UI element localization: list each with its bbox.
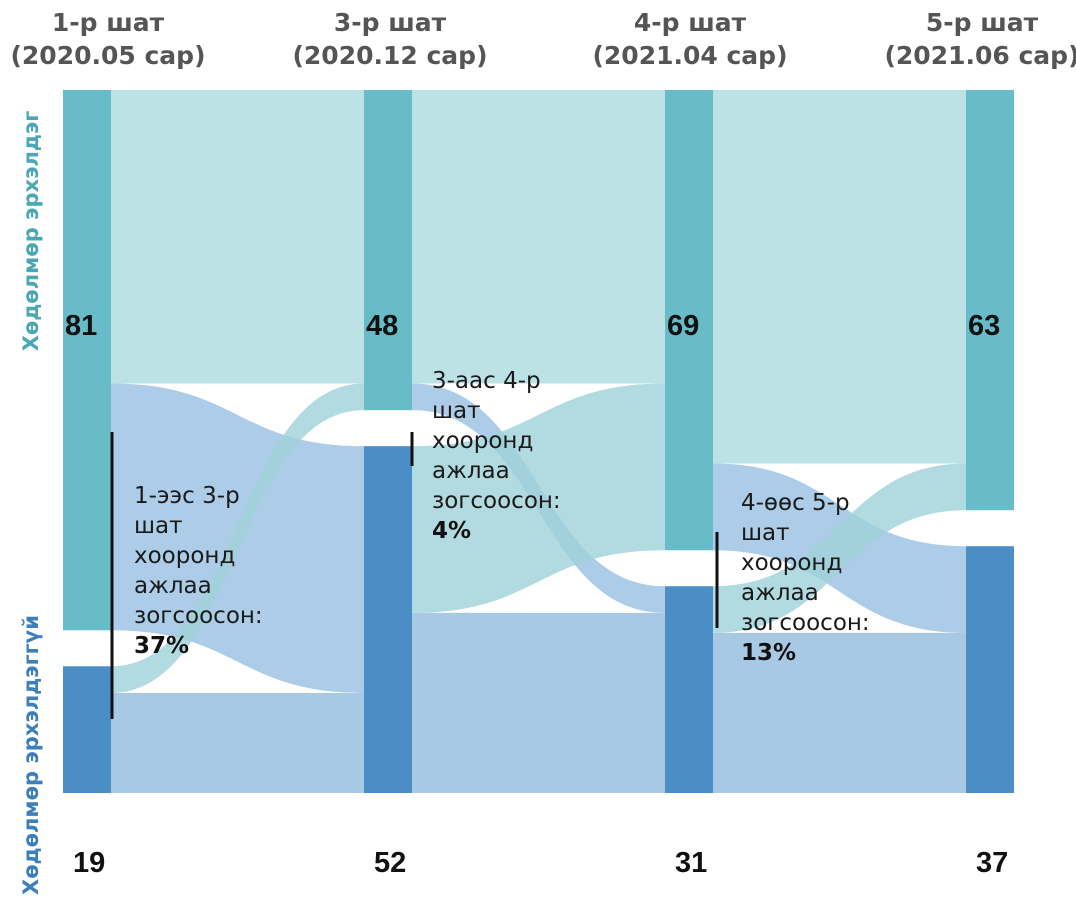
flow-employed-to-employed-2 xyxy=(713,90,966,464)
labels-layer: 81 19 48 52 69 31 63 37 Хөдөлмөр эрхэлдэг Хөдөлмө… xyxy=(19,111,1008,895)
flow-unemployed-to-unemployed-1 xyxy=(412,612,665,793)
annotation-3-line-4: ажлаа xyxy=(741,580,819,606)
stage-title-2: 3-р шат xyxy=(334,8,447,37)
annotation-1-line-4: ажлаа xyxy=(134,573,212,599)
stage-subtitle-3: (2021.04 сар) xyxy=(592,41,787,70)
annotation-1-percent: 37% xyxy=(134,633,189,659)
node-employed-stage-4 xyxy=(966,90,1014,511)
flow-unemployed-to-unemployed-0 xyxy=(111,692,364,793)
annotation-3-line-1: 4-өөс 5-р xyxy=(741,490,850,516)
node-unemployed-stage-1 xyxy=(63,666,111,793)
annotation-2-line-1: 3-аас 4-р xyxy=(432,368,541,394)
annotation-1-line-5: зогсоосон: xyxy=(134,603,263,629)
side-label-unemployed: Хөдөлмөр эрхэлдэггүй xyxy=(19,615,43,895)
flow-employed-to-employed-1 xyxy=(412,90,665,384)
node-unemployed-stage-3 xyxy=(665,586,713,793)
annotation-1-line-2: шат xyxy=(134,513,183,539)
stage-titles: 1-р шат (2020.05 сар) 3-р шат (2020.12 сар)… xyxy=(10,8,1076,70)
annotation-2-line-3: хооронд xyxy=(432,428,533,454)
value-employed-stage-3: 69 xyxy=(667,310,699,342)
annotation-1-line-1: 1-ээс 3-р xyxy=(134,483,240,509)
stage-title-1: 1-р шат xyxy=(52,8,165,37)
node-unemployed-stage-4 xyxy=(966,546,1014,793)
annotation-1-line-3: хооронд xyxy=(134,543,235,569)
nodes-layer xyxy=(63,90,1014,793)
annotation-2-line-5: зогсоосон: xyxy=(432,488,561,514)
node-employed-stage-1 xyxy=(63,90,111,631)
annotation-3-line-2: шат xyxy=(741,520,790,546)
annotation-2-line-2: шат xyxy=(432,398,481,424)
annotation-3-percent: 13% xyxy=(741,640,796,666)
value-unemployed-stage-3: 31 xyxy=(675,847,707,879)
flow-unemployed-to-employed-0 xyxy=(111,383,364,693)
flow-unemployed-to-employed-1 xyxy=(412,383,665,613)
stage-subtitle-4: (2021.06 сар) xyxy=(884,41,1076,70)
stage-title-4: 5-р шат xyxy=(926,8,1039,37)
value-employed-stage-2: 48 xyxy=(366,310,398,342)
annotation-2-percent: 4% xyxy=(432,518,471,544)
side-label-employed: Хөдөлмөр эрхэлдэг xyxy=(19,111,43,352)
flows-layer xyxy=(111,90,966,793)
annotations-layer: 1-ээс 3-р шат хооронд ажлаа зогсоосон: 37% 3-а… xyxy=(110,368,870,719)
node-employed-stage-2 xyxy=(364,90,412,411)
stage-subtitle-2: (2020.12 сар) xyxy=(292,41,487,70)
annotation-2-line-4: ажлаа xyxy=(432,458,510,484)
flow-employed-to-employed-0 xyxy=(111,90,364,384)
value-unemployed-stage-4: 37 xyxy=(976,847,1008,879)
stage-subtitle-1: (2020.05 сар) xyxy=(10,41,205,70)
value-unemployed-stage-1: 19 xyxy=(73,847,105,879)
flow-unemployed-to-unemployed-2 xyxy=(713,632,966,793)
annotation-3-line-5: зогсоосон: xyxy=(741,610,870,636)
stage-title-3: 4-р шат xyxy=(634,8,747,37)
annotation-3-line-3: хооронд xyxy=(741,550,842,576)
node-employed-stage-3 xyxy=(665,90,713,551)
value-employed-stage-1: 81 xyxy=(65,310,97,342)
flow-unemployed-to-employed-2 xyxy=(713,463,966,633)
value-employed-stage-4: 63 xyxy=(968,310,1000,342)
node-unemployed-stage-2 xyxy=(364,446,412,793)
value-unemployed-stage-2: 52 xyxy=(374,847,406,879)
